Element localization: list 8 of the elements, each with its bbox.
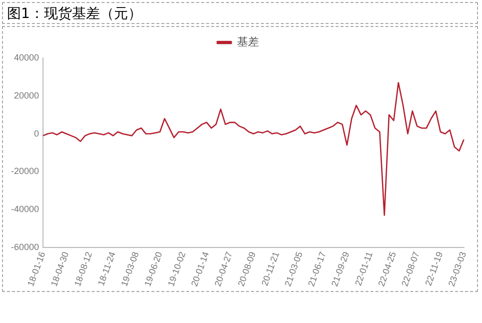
y-tick-label: 0 xyxy=(34,128,40,138)
chart-title: 图1：现货基差（元） xyxy=(2,2,478,24)
y-tick-label: -20000 xyxy=(10,166,40,176)
legend-label: 基差 xyxy=(236,35,259,48)
y-tick-label: -60000 xyxy=(10,242,40,252)
y-tick-label: 20000 xyxy=(14,90,40,100)
y-tick-label: -40000 xyxy=(10,204,40,214)
y-tick-label: 40000 xyxy=(14,52,40,62)
